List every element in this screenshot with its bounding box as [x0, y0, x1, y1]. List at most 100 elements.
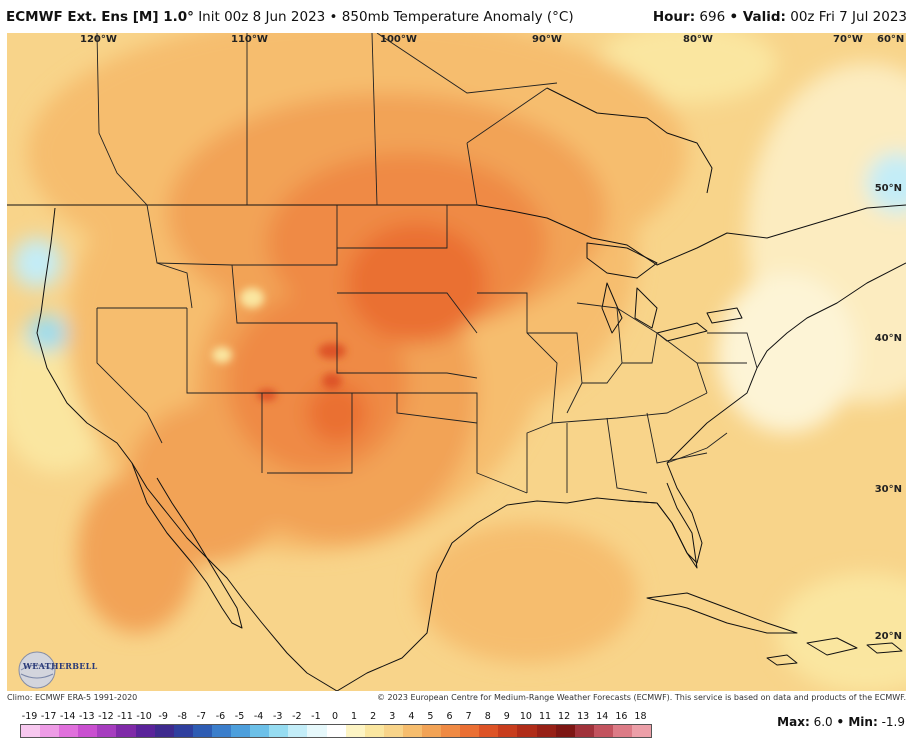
colorbar-label: 11 [538, 711, 552, 722]
model-name: ECMWF Ext. [6, 9, 97, 25]
valid-value: 00z Fri 7 Jul 2023 [790, 9, 907, 25]
weatherbell-logo: WEATHERBELL [13, 646, 98, 690]
init-label: Init 00z 8 Jun 2023 • 850mb Temperature … [198, 9, 574, 25]
colorbar-label: 7 [465, 711, 472, 722]
logo-text: WEATHERBELL [23, 661, 98, 671]
colorbar-swatch [135, 725, 155, 737]
colorbar-label: -7 [196, 711, 207, 722]
colorbar-label: -3 [272, 711, 283, 722]
hour-value: 696 [699, 9, 726, 25]
logo-globe-icon [18, 651, 56, 689]
colorbar-swatch [612, 725, 632, 737]
hour-label: Hour: [652, 9, 696, 25]
colorbar-swatch [173, 725, 193, 737]
colorbar-swatch [345, 725, 365, 737]
colorbar-swatch [383, 725, 403, 737]
map-title: ECMWF Ext. Ens [M] 1.0° Init 00z 8 Jun 2… [6, 9, 574, 25]
colorbar-label: 8 [484, 711, 491, 722]
colorbar-swatch [402, 725, 422, 737]
colorbar-swatch [536, 725, 556, 737]
colorbar-swatch [517, 725, 537, 737]
colorbar-labels: -19 -17 -14 -13 -12 -11 -10 -9 -8 -7 -6 -5 -4 -3 -2 -1 0… [20, 711, 650, 722]
colorbar-label: -14 [59, 711, 76, 722]
colorbar-label: -1 [311, 711, 321, 722]
map-boundaries [7, 87, 906, 691]
min-value: -1.9 [881, 715, 905, 729]
ensemble-label: Ens [M] 1.0° [101, 9, 194, 25]
climo-note: Climo: ECMWF ERA-5 1991-2020 [7, 693, 138, 702]
colorbar-label: 6 [446, 711, 453, 722]
colorbar-swatch [498, 725, 518, 737]
colorbar-label: 18 [634, 711, 647, 722]
colorbar-swatch [154, 725, 174, 737]
colorbar-swatch [632, 725, 652, 737]
map-header: ECMWF Ext. Ens [M] 1.0° Init 00z 8 Jun 2… [0, 0, 913, 32]
colorbar-label: -11 [117, 711, 133, 722]
colorbar-swatch [21, 725, 41, 737]
valid-label: • Valid: [729, 9, 786, 25]
colorbar-label: 13 [577, 711, 590, 722]
colorbar [20, 724, 652, 738]
lon-label: 80°W [683, 34, 713, 45]
max-label: Max: [777, 715, 810, 729]
lat-label: 30°N [874, 484, 902, 495]
colorbar-swatch [116, 725, 136, 737]
colorbar-swatch [574, 725, 594, 737]
colorbar-swatch [78, 725, 98, 737]
colorbar-label: 10 [519, 711, 532, 722]
colorbar-swatch [59, 725, 79, 737]
colorbar-label: -17 [40, 711, 57, 722]
lon-label: 70°W [833, 34, 863, 45]
colorbar-label: 14 [596, 711, 609, 722]
colorbar-label: 4 [408, 711, 415, 722]
lat-label: 40°N [874, 333, 902, 344]
colorbar-label: 1 [351, 711, 358, 722]
colorbar-label: 5 [427, 711, 434, 722]
colorbar-label: -9 [158, 711, 168, 722]
map-graphic [7, 33, 906, 691]
max-min-stats: Max: 6.0 • Min: -1.9 [777, 715, 905, 729]
colorbar-label: -12 [98, 711, 114, 722]
min-label: • Min: [836, 715, 878, 729]
colorbar-swatch [40, 725, 60, 737]
colorbar-label: -19 [21, 711, 38, 722]
colorbar-label: 12 [558, 711, 571, 722]
copyright-note: © 2023 European Centre for Medium-Range … [377, 693, 906, 702]
colorbar-swatch [307, 725, 327, 737]
lon-label: 100°W [380, 34, 417, 45]
lon-label: 90°W [532, 34, 562, 45]
colorbar-label: -13 [79, 711, 95, 722]
lat-label: 50°N [874, 183, 902, 194]
forecast-time: Hour: 696 • Valid: 00z Fri 7 Jul 2023 [653, 9, 907, 25]
lat-label: 20°N [874, 631, 902, 642]
colorbar-label: 2 [370, 711, 377, 722]
anomaly-field [7, 33, 906, 691]
colorbar-swatch [192, 725, 212, 737]
colorbar-label: 9 [503, 711, 510, 722]
colorbar-swatch [211, 725, 232, 737]
anomaly-map[interactable]: 120°W 110°W 100°W 90°W 80°W 70°W 60°N 50… [7, 33, 906, 691]
colorbar-label: -8 [177, 711, 187, 722]
colorbar-label: 3 [389, 711, 396, 722]
colorbar-label: -10 [136, 711, 152, 722]
lon-label: 120°W [80, 34, 117, 45]
colorbar-swatch [288, 725, 308, 737]
colorbar-swatch [364, 725, 384, 737]
state-borders [96, 33, 758, 494]
colorbar-swatch [250, 725, 270, 737]
colorbar-label: 16 [615, 711, 628, 722]
anomaly-hotspots [212, 288, 346, 401]
colorbar-swatch [326, 725, 346, 737]
colorbar-label: -5 [234, 711, 245, 722]
colorbar-label: -4 [253, 711, 264, 722]
colorbar-swatch [460, 725, 480, 737]
colorbar-label: -6 [215, 711, 226, 722]
max-value: 6.0 [813, 715, 833, 729]
colorbar-swatch [269, 725, 289, 737]
colorbar-swatch [593, 725, 613, 737]
colorbar-swatch [479, 725, 499, 737]
colorbar-label: 0 [331, 711, 339, 722]
colorbar-swatch [555, 725, 575, 737]
colorbar-swatch [97, 725, 117, 737]
lon-label: 110°W [231, 34, 268, 45]
